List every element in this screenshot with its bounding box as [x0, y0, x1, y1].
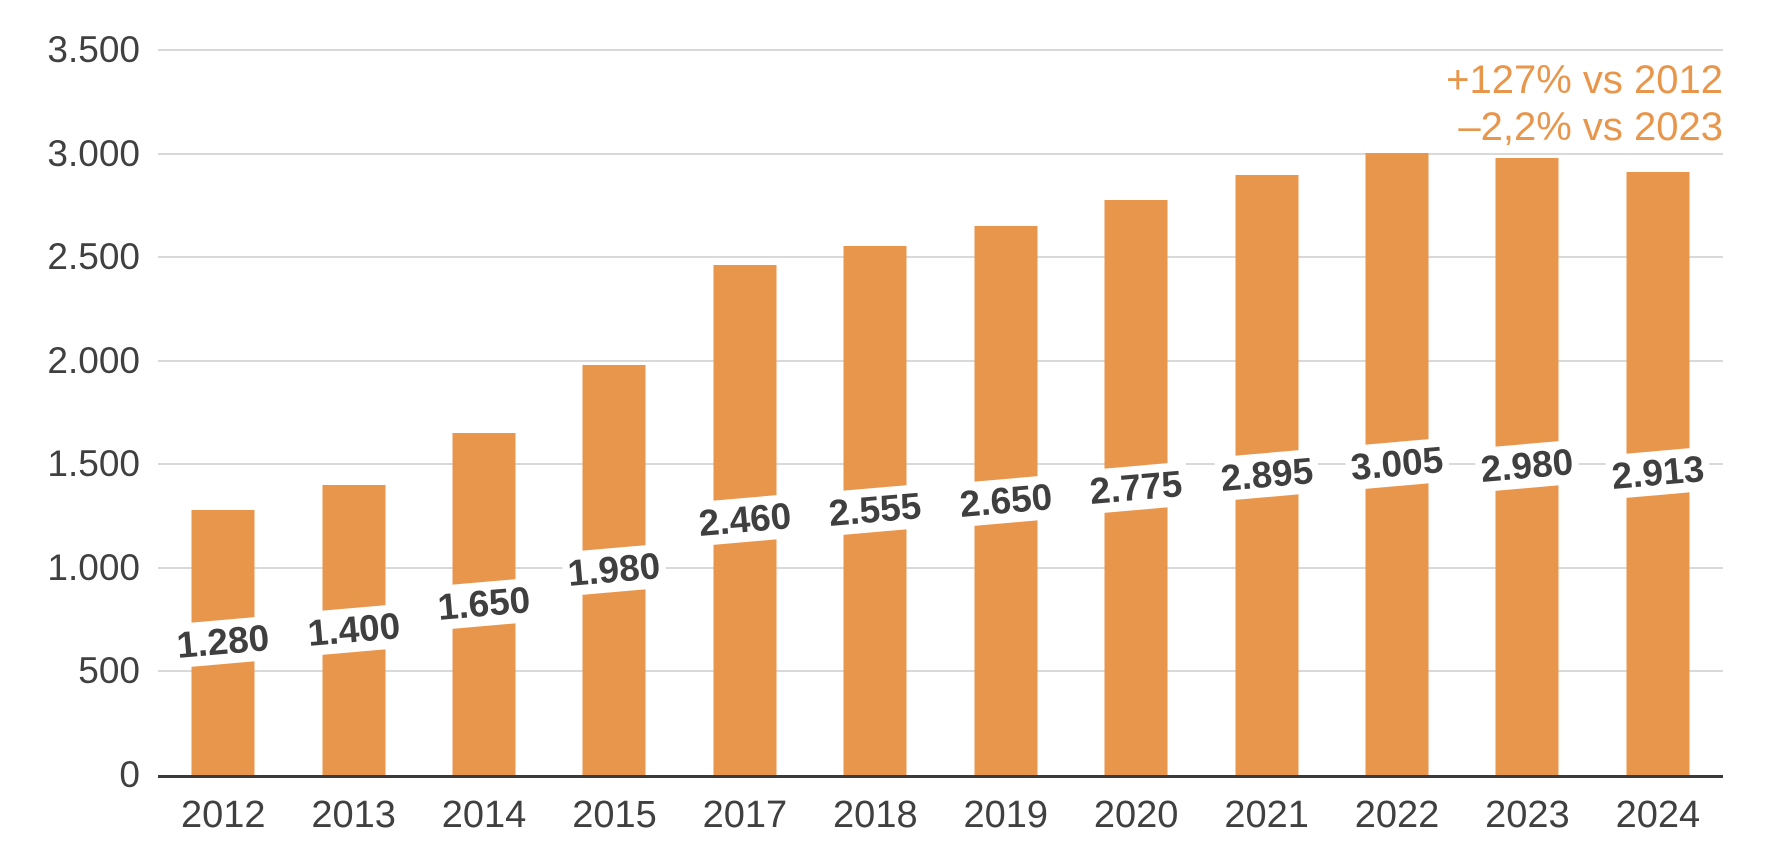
gridline — [158, 566, 1723, 569]
bar-slot-2023: 2.980 — [1462, 50, 1592, 775]
bar-value-label-2013: 1.400 — [300, 603, 407, 657]
bar-slot-2018: 2.555 — [810, 50, 940, 775]
bar-slot-2019: 2.650 — [941, 50, 1071, 775]
x-axis-tick-label-2014: 2014 — [441, 794, 527, 836]
gridline — [158, 463, 1723, 466]
bar-value-label-2023: 2.980 — [1474, 439, 1581, 493]
bar-slot-2012: 1.280 — [158, 50, 288, 775]
x-axis-tick-label-2017: 2017 — [702, 794, 788, 836]
bar-slot-2024: 2.913 — [1593, 50, 1723, 775]
gridline — [158, 49, 1723, 51]
x-axis-tick-label-2021: 2021 — [1224, 794, 1309, 836]
y-axis-tick-label: 1.000 — [47, 546, 140, 588]
bar-value-label-2012: 1.280 — [170, 616, 277, 669]
x-axis-tick-label-2023: 2023 — [1485, 794, 1570, 836]
y-axis-tick-label: 2.500 — [47, 236, 140, 278]
bar-value-label-2022: 3.005 — [1343, 437, 1451, 491]
bar-value-label-2019: 2.650 — [952, 474, 1059, 527]
bar-series: 1.280 1.400 1.650 1.980 2.460 2.555 2.650 2.775… — [158, 50, 1723, 775]
bar-slot-2014: 1.650 — [419, 50, 549, 775]
y-axis-tick-label: 0 — [119, 754, 140, 795]
x-axis-tick-label-2024: 2024 — [1615, 794, 1701, 836]
plot-area: 1.280 1.400 1.650 1.980 2.460 2.555 2.650 2.775… — [158, 49, 1723, 778]
x-axis-tick-label-2019: 2019 — [963, 794, 1049, 836]
y-axis-tick-label: 3.000 — [47, 132, 140, 174]
y-axis-tick-label: 2.000 — [47, 339, 140, 381]
y-axis-tick-label: 500 — [78, 650, 140, 692]
bar-slot-2013: 1.400 — [288, 50, 418, 775]
bar-slot-2022: 3.005 — [1332, 50, 1462, 775]
gridline — [158, 670, 1723, 673]
bar-value-label-2020: 2.775 — [1083, 461, 1190, 514]
y-axis-tick-label: 1.500 — [47, 443, 140, 485]
gridline — [158, 152, 1723, 155]
y-axis-tick-label: 3.500 — [47, 29, 140, 70]
gridline — [158, 359, 1723, 362]
bar-value-label-2018: 2.555 — [822, 483, 929, 537]
bar-value-label-2017: 2.460 — [691, 493, 798, 547]
annotation-line-vs-2023: –2,2% vs 2023 — [1458, 105, 1723, 149]
bar-value-label-2024: 2.913 — [1604, 446, 1711, 500]
bar-slot-2017: 2.460 — [680, 50, 810, 775]
x-axis-labels: 2012 2013 2014 2015 2017 2018 2019 2020 2021 2022… — [158, 793, 1723, 838]
bar-value-label-2014: 1.650 — [431, 577, 538, 631]
gridline — [158, 256, 1723, 259]
chart-annotation: +127% vs 2012 –2,2% vs 2023 — [1446, 57, 1723, 151]
annotation-line-vs-2012: +127% vs 2012 — [1446, 58, 1723, 102]
x-axis-tick-label-2012: 2012 — [180, 794, 266, 836]
bar-slot-2020: 2.775 — [1071, 50, 1201, 775]
bar-slot-2021: 2.895 — [1201, 50, 1331, 775]
x-axis-tick-label-2020: 2020 — [1093, 794, 1179, 836]
x-axis-tick-label-2018: 2018 — [833, 794, 918, 836]
x-axis-tick-label-2022: 2022 — [1354, 794, 1440, 836]
bar-slot-2015: 1.980 — [549, 50, 679, 775]
bar-value-label-2015: 1.980 — [561, 543, 668, 597]
bar-value-label-2021: 2.895 — [1213, 448, 1320, 502]
x-axis-tick-label-2015: 2015 — [572, 794, 657, 836]
x-axis-tick-label-2013: 2013 — [311, 794, 396, 836]
